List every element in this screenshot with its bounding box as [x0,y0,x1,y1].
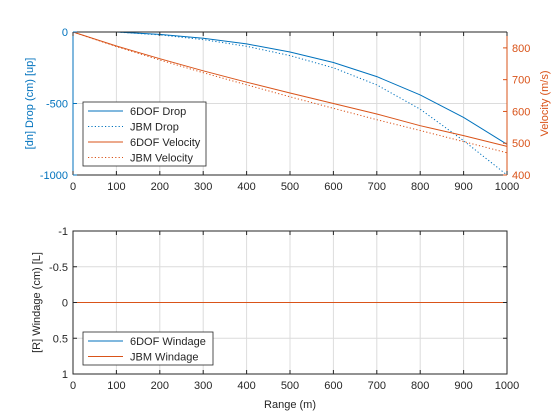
y-right-tick-label: 400 [512,170,530,182]
y-axis-label: [R] Windage (cm) [L] [31,252,43,353]
y-right-tick-label: 600 [512,106,530,118]
x-tick-label: 0 [70,181,76,193]
y-tick-label: -0.5 [49,262,68,274]
x-tick-label: 800 [411,380,429,392]
x-tick-label: 500 [281,380,299,392]
x-tick-label: 700 [368,380,386,392]
x-tick-label: 400 [237,181,255,193]
x-tick-label: 600 [324,380,342,392]
y-tick-label: 0 [62,298,68,310]
legend: 6DOF Drop JBM Drop 6DOF Velocity JBM Veloci… [82,101,207,167]
x-tick-label: 300 [194,380,212,392]
y-left-tick-label: -500 [46,99,68,111]
legend-label: JBM Windage [130,352,198,364]
y-right-tick-label: 800 [512,43,530,55]
legend-label: 6DOF Drop [130,106,186,118]
x-tick-label: 400 [237,380,255,392]
x-tick-label: 1000 [495,181,519,193]
y-left-axis-label: [dn] Drop (cm) [up] [24,58,36,150]
legend-label: JBM Velocity [130,153,193,165]
x-tick-label: 200 [151,380,169,392]
x-tick-label: 900 [454,380,472,392]
y-tick-label: -1 [58,226,68,238]
y-left-tick-label: 0 [62,27,68,39]
x-tick-label: 300 [194,181,212,193]
series-line-6dof-velocity [72,31,508,147]
x-tick-label: 800 [411,181,429,193]
y-right-axis-label: Velocity (m/s) [539,70,551,136]
x-tick-label: 900 [454,181,472,193]
windage-plot: 0 100 200 300 400 500 600 700 800 900 1000 -1 -0.5 0 0… [31,226,519,411]
legend-box [82,331,214,366]
x-axis-label: Range (m) [264,399,316,411]
y-right-tick-label: 500 [512,138,530,150]
x-tick-label: 0 [70,380,76,392]
y-tick-label: 1 [62,369,68,381]
x-tick-label: 1000 [495,380,519,392]
legend-label: 6DOF Velocity [130,137,201,149]
x-tick-label: 700 [368,181,386,193]
legend-label: JBM Drop [130,122,179,134]
drop-velocity-plot: 0 100 200 300 400 500 600 700 800 900 1000 0 -500 -10… [24,27,551,193]
x-tick-label: 200 [151,181,169,193]
y-left-tick-label: -1000 [40,170,68,182]
legend-box [82,101,207,167]
legend-label: 6DOF Windage [130,336,206,348]
legend: 6DOF Windage JBM Windage [82,331,214,366]
y-tick-label: 0.5 [53,333,68,345]
x-tick-label: 600 [324,181,342,193]
x-tick-label: 100 [107,380,125,392]
x-tick-label: 500 [281,181,299,193]
y-right-tick-label: 700 [512,75,530,87]
x-tick-label: 100 [107,181,125,193]
series-line-jbm-drop [73,31,508,176]
